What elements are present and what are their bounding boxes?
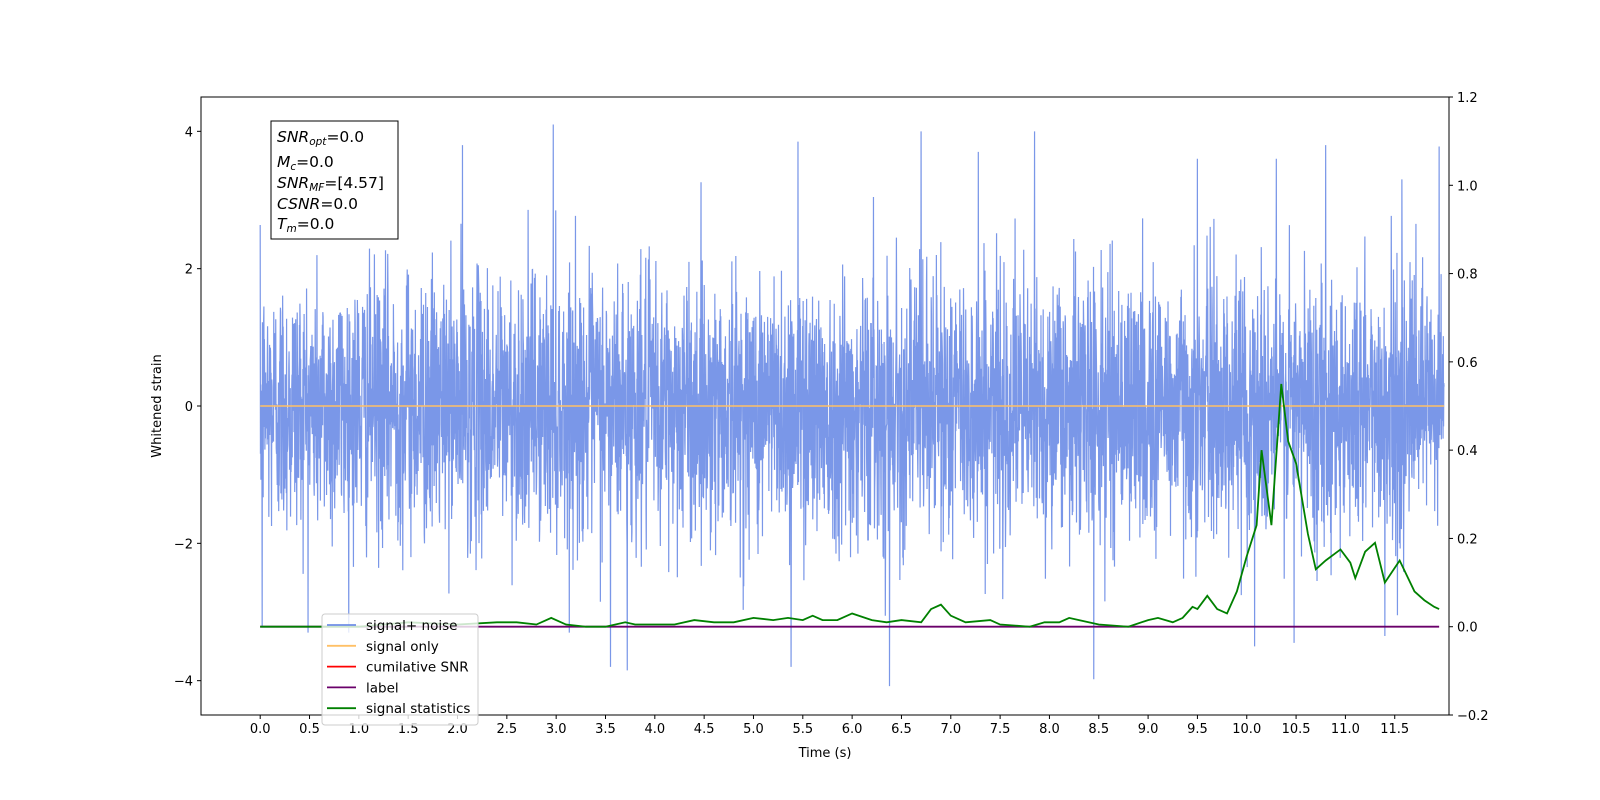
signal-noise-line (259, 124, 1445, 687)
y-tick-label: −4 (174, 675, 193, 690)
stats-box: SNRopt=0.0 Mc=0.0 SNRMF=[4.57] CSNR=0.0 … (270, 120, 399, 240)
x-tick-label: 8.5 (1088, 722, 1109, 737)
x-tick-label: 3.5 (595, 722, 616, 737)
x-tick-label: 6.0 (842, 722, 863, 737)
x-tick-label: 3.0 (546, 722, 567, 737)
x-tick-label: 4.5 (694, 722, 715, 737)
x-axis-label: Time (s) (798, 746, 852, 761)
signal-statistics-line (260, 383, 1440, 628)
y2-tick-label: 0.2 (1457, 532, 1478, 547)
y2-tick-label: 1.2 (1457, 91, 1478, 106)
y-axis-label: Whitened strain (150, 354, 165, 457)
legend-label: signal+ noise (366, 618, 457, 634)
x-tick-label: 7.0 (940, 722, 961, 737)
x-tick-label: 7.5 (990, 722, 1011, 737)
stats-snr-opt: SNRopt=0.0 (277, 128, 364, 148)
legend-label: label (366, 680, 399, 696)
x-tick-label: 9.5 (1187, 722, 1208, 737)
x-tick-label: 9.0 (1138, 722, 1159, 737)
x-axis-ticks: 0.0 0.5 1.0 1.5 2.0 2.5 3.0 3.5 4.0 4.5 5.0 5.5 6.0 6… (250, 715, 1409, 737)
legend-label: signal statistics (366, 701, 470, 717)
legend-label: signal only (366, 639, 439, 655)
y2-tick-label: 0.4 (1457, 444, 1478, 459)
stats-snr-mf: SNRMF=[4.57] (277, 174, 384, 194)
x-tick-label: 10.0 (1232, 722, 1261, 737)
x-tick-label: 10.5 (1282, 722, 1311, 737)
y2-tick-label: 0.6 (1457, 356, 1478, 371)
x-tick-label: 2.5 (496, 722, 517, 737)
stats-csnr: CSNR=0.0 (277, 195, 358, 213)
y2-tick-label: −0.2 (1457, 709, 1489, 724)
stats-tm: Tm=0.0 (277, 215, 334, 235)
x-tick-label: 5.5 (792, 722, 813, 737)
x-tick-label: 5.0 (743, 722, 764, 737)
legend-label: cumilative SNR (366, 660, 469, 676)
x-tick-label: 1.0 (349, 722, 370, 737)
x-tick-label: 11.5 (1380, 722, 1409, 737)
y2-axis-ticks: −0.2 0.0 0.2 0.4 0.6 0.8 1.0 1.2 (1449, 91, 1489, 724)
y-tick-label: 0 (185, 400, 193, 415)
x-tick-label: 1.5 (398, 722, 419, 737)
stats-mc: Mc=0.0 (277, 153, 334, 173)
legend-frame (321, 613, 479, 726)
x-tick-label: 8.0 (1039, 722, 1060, 737)
x-tick-label: 11.0 (1331, 722, 1360, 737)
y2-tick-label: 1.0 (1457, 179, 1478, 194)
x-tick-label: 6.5 (891, 722, 912, 737)
legend-items: signal+ noise signal only cumilative SNR la… (327, 618, 470, 717)
x-tick-label: 2.0 (447, 722, 468, 737)
y-tick-label: −2 (174, 537, 193, 552)
x-tick-label: 0.0 (250, 722, 271, 737)
x-tick-label: 4.0 (644, 722, 665, 737)
y-tick-label: 2 (185, 263, 193, 278)
signal-noise-series (259, 124, 1445, 687)
y-axis-ticks: −4 −2 0 2 4 (174, 125, 201, 690)
y2-tick-label: 0.0 (1457, 621, 1478, 636)
y2-tick-label: 0.8 (1457, 268, 1478, 283)
y-tick-label: 4 (185, 125, 193, 140)
x-tick-label: 0.5 (299, 722, 320, 737)
legend: signal+ noise signal only cumilative SNR la… (321, 613, 479, 726)
stats-box-frame (270, 120, 399, 240)
